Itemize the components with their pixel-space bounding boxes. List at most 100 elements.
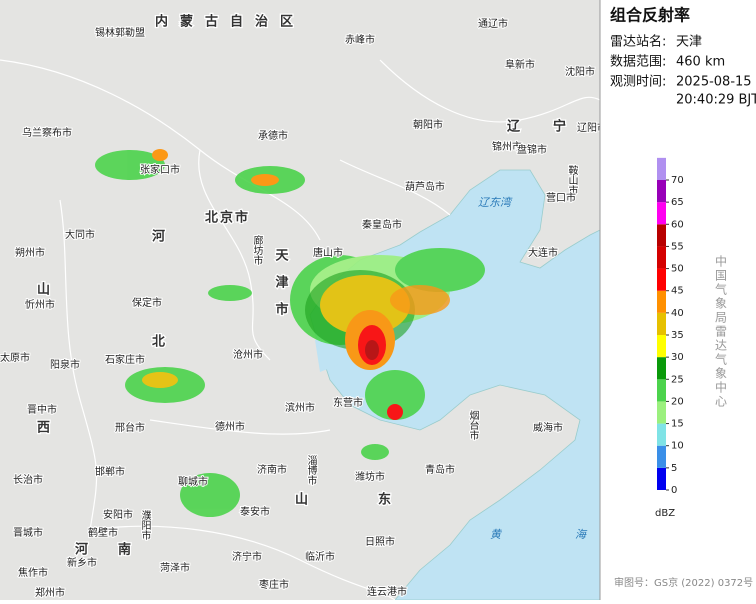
city-label: 阜新市 [505,58,535,71]
time-label: 观测时间: [610,75,666,90]
city-label: 焦作市 [18,566,48,579]
city-label: 日照市 [365,535,395,548]
city-label: 朔州市 [15,246,45,259]
legend-band [657,423,666,446]
date: 2025-08-15 [676,75,752,90]
legend-tick-label: 60 [671,219,684,230]
legend-tick-label: 40 [671,308,684,319]
city-label: 聊城市 [178,475,208,488]
city-label: 秦皇岛市 [362,218,402,231]
city-label: 大同市 [65,228,95,241]
borders [0,59,601,601]
city-label: 东营市 [333,396,363,409]
city-label: 阳泉市 [50,358,80,371]
city-label: 郑州市 [35,586,65,599]
region-label: 东 [378,492,391,508]
city-label: 威海市 [533,421,563,434]
city-label: 廊坊市 [251,234,263,266]
city-label: 淄博市 [305,455,317,486]
sea-label: 黄 [490,528,503,541]
city-label: 濮阳市 [139,509,151,541]
station: 天津 [676,35,702,50]
city-label: 潍坊市 [355,470,385,483]
legend-tick-label: 10 [671,441,684,452]
city-label: 乌兰察布市 [22,126,72,139]
legend-tick-label: 55 [671,241,684,252]
city-label: 盘锦市 [517,143,547,156]
legend-tick-label: 15 [671,419,684,430]
legend-tick-label: 50 [671,264,684,275]
region-label: 河 [152,229,165,245]
city-label: 锡林郭勒盟 [95,26,145,39]
range: 460 km [676,55,725,70]
city-label: 临沂市 [305,550,335,563]
city-label: 泰安市 [240,505,270,518]
city-label: 晋城市 [13,526,43,539]
panel-title: 组合反射率 [610,6,690,25]
city-label: 滨州市 [285,401,315,414]
legend-band [657,180,666,203]
city-label: 通辽市 [478,17,508,30]
region-label: 北京市 [205,210,250,226]
city-label: 长治市 [13,473,43,486]
time: 20:40:29 BJT [676,93,756,108]
city-label: 锦州市 [492,140,522,153]
city-label: 葫芦岛市 [405,180,445,193]
legend-tick-label: 35 [671,330,684,341]
city-label: 德州市 [215,420,245,433]
city-label: 新乡市 [67,556,97,569]
city-label: 连云港市 [367,585,407,598]
side-panel [600,0,756,600]
city-label: 朝阳市 [413,118,443,131]
region-label: 内蒙古自治区 [155,14,305,30]
sea-label: 海 [575,528,588,541]
legend: 0 5 10 15 20 25 30 35 40 45 50 55 60 65 70 [657,157,684,496]
city-label: 烟台市 [467,409,479,441]
region-label: 山 [295,492,308,508]
region-label: 天津市 [273,248,289,329]
legend-band [657,224,666,247]
city-label: 邯郸市 [95,465,125,478]
approval-number: 审图号：GS京 (2022) 0372号 [614,576,753,589]
legend-band [657,268,666,291]
range-label: 数据范围: [610,55,666,70]
city-label: 沈阳市 [565,65,595,78]
credit: 中国气象局雷达气象中心 [714,254,728,409]
region-label: 宁 [553,119,566,135]
city-label: 济宁市 [232,550,262,563]
city-label: 菏泽市 [160,561,190,574]
city-label: 安阳市 [103,508,133,521]
legend-tick-label: 5 [671,463,677,474]
sea-label: 辽东湾 [478,196,513,209]
legend-tick-label: 70 [671,175,684,186]
legend-unit: dBZ [655,508,675,519]
city-label: 青岛市 [425,463,455,476]
city-label: 济南市 [257,463,287,476]
region-label: 北 [152,335,165,350]
city-label: 沧州市 [233,348,263,361]
city-label: 赤峰市 [345,33,375,46]
region-label: 辽 [507,120,521,135]
city-label: 忻州市 [25,298,55,311]
legend-band [657,335,666,358]
city-label: 枣庄市 [259,578,289,591]
region-label: 山 [37,282,50,298]
region-label: 南 [118,542,131,558]
region-label: 西 [37,421,50,436]
legend-tick-label: 65 [671,197,684,208]
city-label: 鹤壁市 [88,526,118,539]
legend-tick-label: 25 [671,374,684,385]
legend-band [657,401,666,424]
city-label: 大连市 [528,246,558,259]
legend-tick-label: 0 [671,485,677,496]
city-label: 鞍山市 [566,164,578,196]
legend-band [657,157,666,180]
legend-band [657,379,666,402]
city-label: 太原市 [0,351,30,364]
legend-tick-label: 30 [671,352,684,363]
legend-band [657,202,666,225]
city-label: 石家庄市 [105,353,145,366]
region-label: 河 [75,542,88,558]
